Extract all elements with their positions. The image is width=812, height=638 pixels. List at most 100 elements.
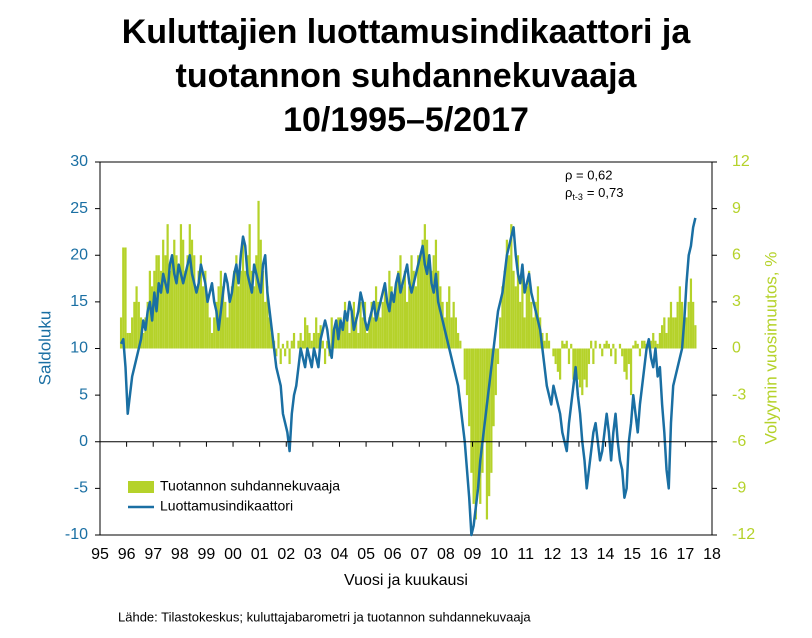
bar [186,255,189,349]
bar [241,239,245,349]
bar [304,317,307,349]
bar [197,270,200,349]
bar [359,301,362,349]
bar [490,348,493,473]
bar [341,325,344,349]
bar [652,332,655,349]
bar [618,343,622,349]
bar [510,224,513,349]
bar [567,348,571,365]
bar [598,343,602,349]
bar [430,270,433,349]
chart-title: Kuluttajien luottamusindikaattori ja [122,13,692,51]
bar [408,286,411,349]
bar [607,343,610,349]
bar [217,286,220,349]
bar [634,340,637,349]
bar [454,317,457,349]
x-tick-label: 06 [384,546,402,563]
bar [182,239,185,349]
bar [361,317,364,349]
bar [250,270,253,349]
bar [230,286,234,349]
bar [448,286,451,349]
bar [636,343,639,349]
y2-tick-label: 3 [732,293,741,310]
bar [153,270,156,349]
bar [439,286,442,349]
bar [195,286,198,349]
bar [492,348,495,427]
bar [383,286,387,349]
bar [412,270,415,349]
y2-tick-label: 0 [732,340,741,357]
bar [501,286,504,349]
bar [144,317,147,349]
bar [290,340,293,349]
bar [521,270,524,349]
bar [512,270,515,349]
bar [474,348,477,520]
x-tick-label: 11 [517,546,534,563]
bar [545,332,548,349]
bar [661,325,664,349]
bar [257,200,260,349]
x-tick-label: 95 [91,546,109,563]
bar [253,286,256,349]
bar [323,348,327,365]
bar [259,239,262,349]
bar [235,255,238,349]
y-tick-label: -5 [74,480,88,497]
bar [288,348,291,365]
bar [284,348,287,357]
x-tick-label: 08 [437,546,455,563]
x-tick-label: 04 [331,546,349,563]
bar [128,332,132,349]
bar [614,348,617,365]
x-axis-label: Vuosi ja kuukausi [344,572,468,589]
bar [592,348,595,365]
bar [459,340,462,349]
bar [179,224,183,349]
bar [687,301,690,349]
bar [392,301,395,349]
bar [452,301,455,349]
bar [654,340,657,349]
bar [239,270,242,349]
legend-label: Luottamusindikaattori [160,498,293,514]
bar [355,317,358,349]
bar [326,340,329,349]
bar [208,317,211,349]
bar [175,255,178,349]
bar [621,348,624,357]
y-tick-label: 5 [79,386,88,403]
bar [450,317,453,349]
bar [523,317,526,349]
x-tick-label: 05 [357,546,375,563]
bar [170,255,174,349]
bar [663,317,666,349]
source: Lähde: Tilastokeskus; kuluttajabarometri… [118,609,531,624]
bar [496,348,500,365]
y2-tick-label: 6 [732,246,741,263]
bar [162,239,165,349]
bar [570,343,573,349]
bar [343,301,347,349]
bar [685,317,688,349]
bar [629,348,633,396]
bar [578,348,582,388]
bar [476,348,480,489]
bar [315,317,318,349]
bar [379,317,382,349]
bar [561,340,564,349]
bar [519,301,522,349]
bar [131,317,134,349]
bar [184,270,187,349]
bar [547,340,551,349]
bar [348,332,351,349]
bar [432,255,435,349]
bar [425,239,429,349]
bar [188,224,191,349]
x-tick-label: 99 [198,546,216,563]
